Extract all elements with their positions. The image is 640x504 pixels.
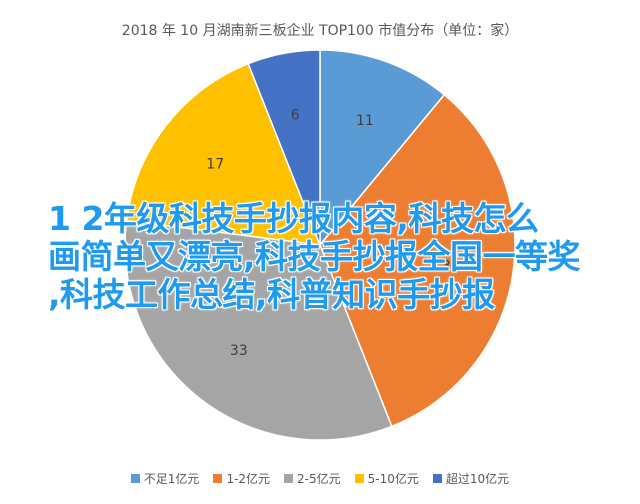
legend: 不足1亿元 1-2亿元 2-5亿元 5-10亿元 超过10亿元: [0, 470, 640, 487]
legend-label: 5-10亿元: [367, 472, 419, 486]
legend-swatch: [130, 474, 140, 483]
data-label: 6: [291, 108, 300, 124]
chart-title: 2018 年 10 月湖南新三板企业 TOP100 市值分布（单位：家）: [121, 23, 519, 39]
legend-item: 不足1亿元: [130, 470, 200, 487]
legend-label: 超过10亿元: [445, 472, 510, 486]
data-label: 33: [442, 259, 460, 275]
overlay-caption-line: 1 2年级科技手抄报内容,科技怎么: [48, 199, 539, 238]
pie-slice: [247, 49, 321, 246]
legend-label: 2-5亿元: [297, 472, 341, 486]
legend-item: 5-10亿元: [354, 470, 419, 487]
overlay-caption: 1 2年级科技手抄报内容,科技怎么 画简单又漂亮,科技手抄报全国一等奖 ,科技工…: [48, 200, 618, 314]
legend-item: 1-2亿元: [213, 470, 270, 487]
pie-slice: [125, 62, 322, 246]
pie-chart: 11 33 33 17 6: [124, 49, 516, 441]
pie-slice: [124, 219, 393, 441]
data-label: 11: [356, 113, 374, 129]
legend-swatch: [213, 474, 223, 483]
legend-label: 1-2亿元: [226, 472, 271, 486]
legend-item: 超过10亿元: [432, 470, 510, 487]
legend-swatch: [354, 474, 364, 483]
data-label: 33: [230, 343, 248, 359]
overlay-caption-line: 画简单又漂亮,科技手抄报全国一等奖: [48, 237, 581, 276]
data-label: 17: [206, 157, 224, 173]
legend-swatch: [432, 474, 442, 483]
pie-slice: [319, 49, 446, 248]
overlay-caption-line: ,科技工作总结,科普知识手抄报: [48, 275, 495, 314]
legend-swatch: [284, 474, 294, 483]
legend-item: 2-5亿元: [284, 470, 341, 487]
legend-label: 不足1亿元: [143, 472, 200, 486]
pie-slice: [319, 93, 516, 428]
